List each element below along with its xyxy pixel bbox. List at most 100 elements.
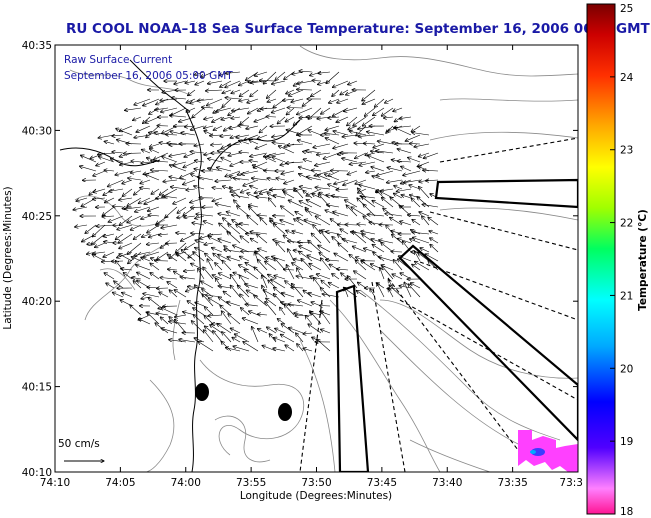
current-vector bbox=[292, 231, 304, 235]
beam-southeast bbox=[398, 244, 578, 442]
current-vector bbox=[254, 71, 268, 76]
current-vector bbox=[411, 198, 421, 208]
current-vector bbox=[345, 225, 358, 226]
current-vector bbox=[174, 80, 187, 84]
contour-line bbox=[439, 207, 578, 221]
current-vector bbox=[159, 234, 169, 235]
current-vector bbox=[190, 125, 205, 130]
current-vector bbox=[372, 201, 385, 208]
current-vector bbox=[239, 152, 250, 153]
current-vector bbox=[367, 132, 385, 136]
current-vector bbox=[119, 254, 133, 262]
current-vector bbox=[372, 176, 385, 181]
current-vector bbox=[277, 116, 286, 124]
current-vector bbox=[204, 307, 214, 316]
current-vector bbox=[260, 108, 277, 109]
current-vector bbox=[185, 81, 196, 83]
current-vector bbox=[354, 271, 367, 280]
contour-line bbox=[172, 299, 181, 361]
current-vector bbox=[222, 98, 232, 107]
colorbar-label: Temperature (°C) bbox=[637, 209, 649, 311]
current-vector bbox=[231, 117, 241, 119]
current-vector bbox=[243, 179, 259, 186]
current-vector bbox=[160, 278, 178, 280]
current-vector bbox=[233, 178, 250, 180]
current-vector bbox=[230, 161, 241, 166]
y-axis: 40:35 40:30 40:25 40:20 40:15 40:10 bbox=[22, 40, 578, 479]
current-vector bbox=[326, 260, 340, 261]
current-vector bbox=[128, 178, 142, 180]
current-vector bbox=[244, 269, 259, 280]
current-vector bbox=[274, 338, 286, 343]
current-vector bbox=[122, 179, 133, 184]
current-vector bbox=[227, 302, 241, 307]
current-vector bbox=[356, 291, 367, 298]
current-vector bbox=[125, 107, 142, 110]
current-vector bbox=[311, 89, 322, 97]
current-vector bbox=[254, 267, 268, 280]
current-vector bbox=[93, 188, 106, 192]
current-vector bbox=[230, 188, 241, 192]
radial-line bbox=[387, 277, 519, 451]
current-vector bbox=[141, 150, 151, 154]
vector-caption-line2: September 16, 2006 05:00 GMT bbox=[64, 70, 233, 82]
current-vector bbox=[215, 180, 232, 181]
current-vector bbox=[347, 276, 358, 289]
radial-lines bbox=[299, 137, 578, 472]
current-vector bbox=[428, 217, 439, 226]
current-vector bbox=[425, 254, 439, 262]
current-vector bbox=[392, 274, 403, 280]
current-vector bbox=[308, 293, 322, 298]
current-vector bbox=[134, 251, 151, 256]
current-vector bbox=[190, 152, 205, 154]
current-vector bbox=[414, 143, 430, 147]
x-tick-label: 73:3 bbox=[559, 477, 583, 489]
current-vector bbox=[198, 269, 205, 280]
current-vector bbox=[250, 186, 259, 190]
current-vector bbox=[126, 144, 142, 145]
current-vector bbox=[234, 334, 250, 343]
current-vector bbox=[374, 98, 385, 107]
current-vector bbox=[169, 290, 178, 298]
current-vector bbox=[284, 179, 295, 184]
current-vector bbox=[183, 270, 196, 271]
current-vector bbox=[311, 170, 322, 171]
current-vector bbox=[412, 133, 430, 136]
current-vector bbox=[282, 99, 295, 101]
current-vector bbox=[230, 328, 241, 334]
current-vector bbox=[373, 143, 385, 148]
current-vector bbox=[298, 300, 313, 307]
current-vector bbox=[149, 143, 160, 147]
current-vector bbox=[257, 329, 268, 334]
current-vector bbox=[164, 196, 178, 198]
contour-line bbox=[99, 268, 136, 291]
current-vector bbox=[240, 116, 250, 125]
current-vector bbox=[419, 187, 430, 199]
current-vector bbox=[85, 224, 97, 233]
current-vector bbox=[109, 188, 124, 192]
current-vector bbox=[186, 287, 196, 292]
current-vector bbox=[220, 80, 232, 87]
current-vector bbox=[127, 197, 142, 206]
current-vector bbox=[136, 265, 151, 271]
current-vector bbox=[273, 224, 286, 235]
current-vector bbox=[353, 116, 367, 126]
current-vector bbox=[138, 197, 151, 204]
x-tick-label: 73:50 bbox=[301, 477, 331, 489]
current-vector bbox=[201, 281, 214, 289]
current-vector bbox=[420, 248, 430, 253]
current-vector bbox=[267, 178, 277, 180]
contour-line bbox=[74, 195, 166, 227]
current-vector bbox=[250, 81, 268, 83]
colorbar-tick-label: 22 bbox=[620, 218, 633, 230]
current-vector bbox=[313, 278, 322, 289]
contour-line bbox=[199, 359, 305, 456]
current-vector bbox=[181, 250, 196, 262]
current-vector bbox=[318, 245, 331, 253]
current-vector bbox=[205, 253, 214, 262]
current-vector bbox=[157, 251, 169, 260]
colorbar-tick-label: 20 bbox=[620, 363, 633, 375]
velocity-scale: 50 cm/s bbox=[58, 438, 104, 461]
radial-line bbox=[399, 299, 578, 401]
current-vector bbox=[353, 232, 367, 244]
